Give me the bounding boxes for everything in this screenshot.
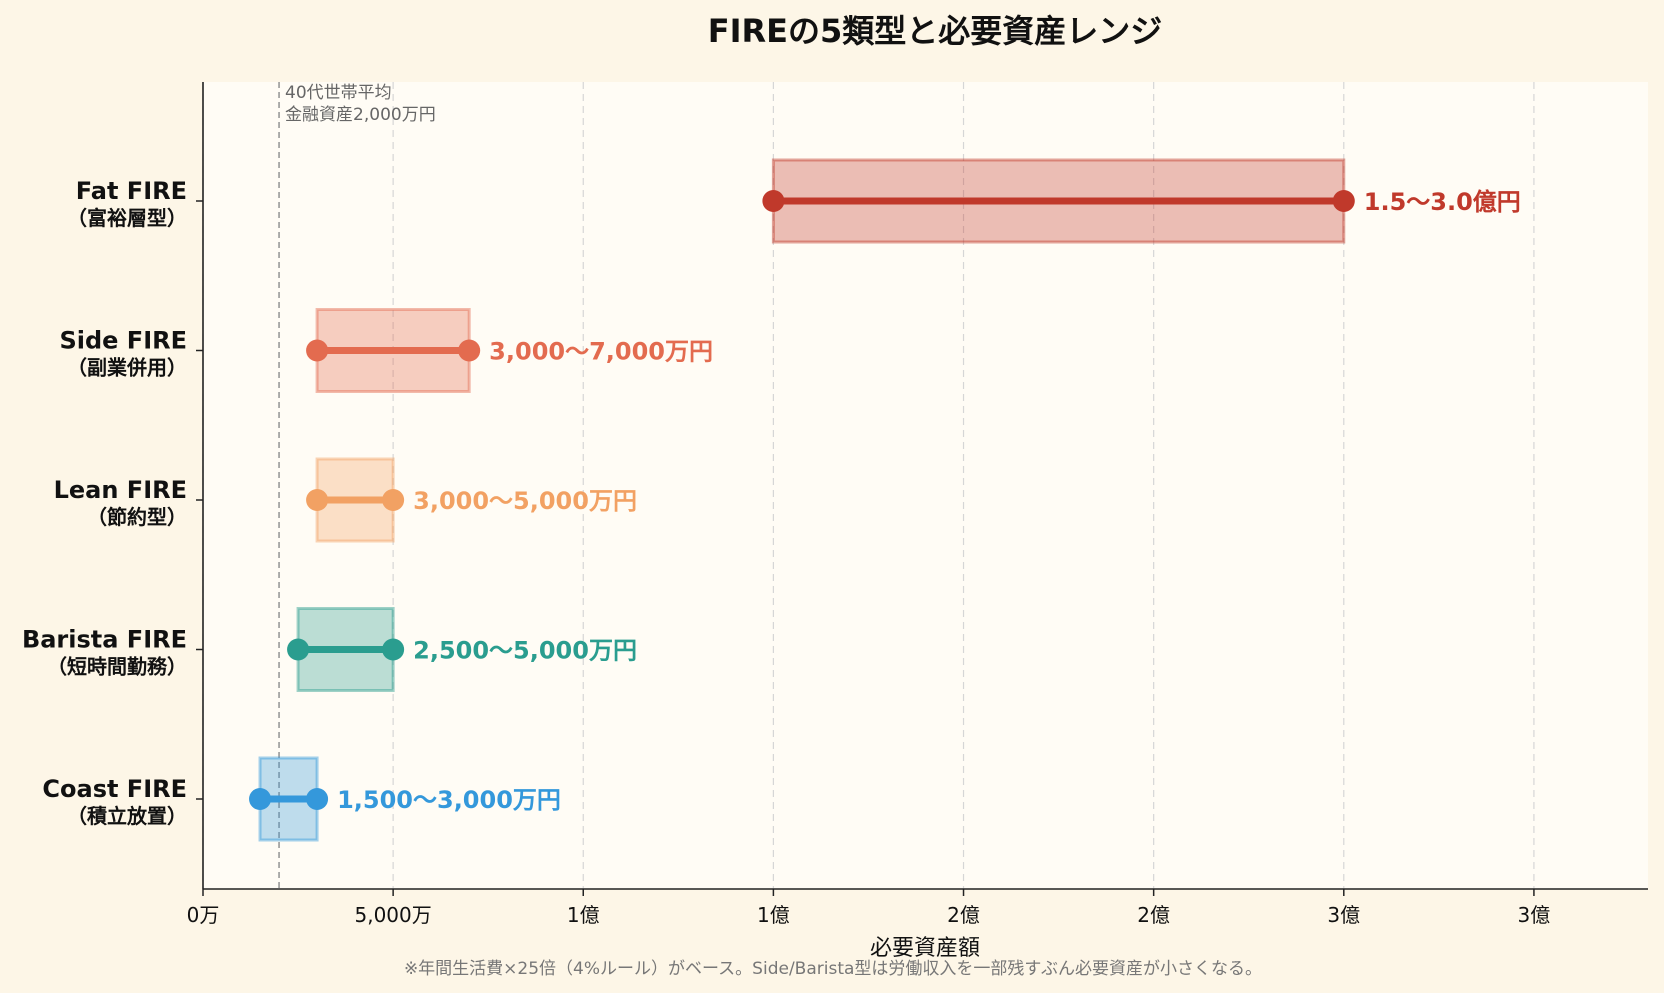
reference-label-line1: 40代世帯平均 — [285, 83, 392, 103]
x-tick-label: 5,000万 — [354, 903, 431, 927]
axis-layer: 0万 5,000万 1億 1億 2億 2億 3億 3億 Fat FIRE（富裕層型） Side F… — [22, 82, 1648, 927]
range-value-label: 1.5〜3.0億円 — [1364, 188, 1521, 216]
category-sublabel: （積立放置） — [67, 804, 187, 828]
range-max-dot — [1332, 190, 1355, 212]
range-max-dot — [458, 339, 481, 362]
category-label: Fat FIRE — [76, 177, 187, 205]
range-min-dot — [306, 339, 329, 362]
range-min-dot — [249, 788, 272, 810]
chart-title: FIREの5類型と必要資産レンジ — [708, 12, 1163, 50]
range-min-dot — [306, 489, 329, 511]
range-max-dot — [306, 788, 329, 810]
range-max-dot — [382, 638, 405, 661]
range-value-label: 1,500〜3,000万円 — [337, 786, 561, 814]
range-min-dot — [762, 190, 785, 212]
category-sublabel: （短時間勤務） — [47, 655, 187, 679]
footnote: ※年間生活費×25倍（4%ルール）がベース。Side/Barista型は労働収入… — [404, 959, 1262, 979]
range-row: 1.5〜3.0億円 — [762, 158, 1521, 244]
range-row: 2,500〜5,000万円 — [287, 607, 637, 692]
x-tick-label: 2億 — [1137, 903, 1170, 927]
range-value-label: 3,000〜7,000万円 — [489, 338, 713, 366]
range-max-dot — [382, 489, 405, 511]
range-min-dot — [287, 638, 310, 661]
range-row: 3,000〜5,000万円 — [306, 457, 637, 543]
x-tick-label: 1億 — [567, 903, 600, 927]
category-sublabel: （節約型） — [87, 505, 187, 529]
category-label: Lean FIRE — [54, 476, 187, 504]
x-tick-label: 2億 — [947, 903, 980, 927]
range-value-label: 3,000〜5,000万円 — [413, 487, 637, 515]
category-label: Coast FIRE — [42, 775, 187, 803]
x-tick-label: 0万 — [187, 903, 220, 927]
bars-layer: 1.5〜3.0億円 3,000〜7,000万円 3,000〜5,000万円 2,500… — [249, 158, 1521, 842]
x-tick-label: 3億 — [1327, 903, 1360, 927]
x-axis-label: 必要資産額 — [870, 936, 980, 961]
category-label: Side FIRE — [59, 327, 187, 355]
x-tick-label: 1億 — [757, 903, 790, 927]
range-row: 1,500〜3,000万円 — [249, 756, 561, 842]
plot-area — [203, 82, 1648, 889]
category-label: Barista FIRE — [22, 626, 187, 654]
x-tick-label: 3億 — [1518, 903, 1551, 927]
category-sublabel: （富裕層型） — [67, 206, 187, 230]
reference-label-line2: 金融資産2,000万円 — [285, 105, 436, 125]
range-row: 3,000〜7,000万円 — [306, 308, 713, 393]
range-value-label: 2,500〜5,000万円 — [413, 637, 637, 665]
category-sublabel: （副業併用） — [67, 356, 187, 380]
